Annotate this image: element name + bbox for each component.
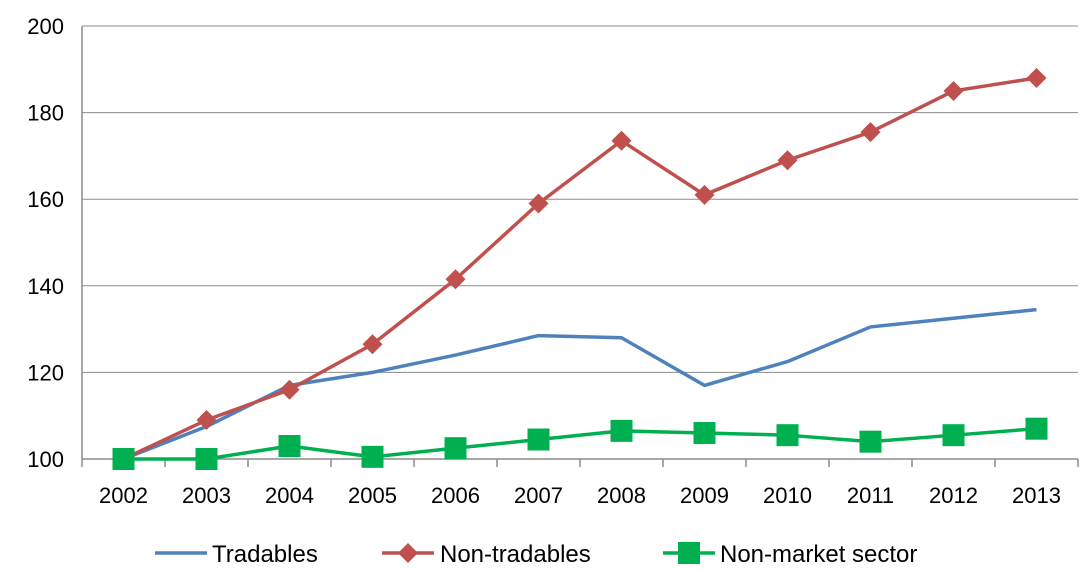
data-point (942, 424, 965, 447)
data-point (444, 437, 467, 460)
x-tick-label: 2009 (680, 483, 729, 508)
legend-item: Non-market sector (663, 541, 917, 568)
data-point (610, 419, 633, 442)
y-tick-label: 200 (27, 14, 64, 39)
data-point (943, 80, 964, 101)
x-tick-label: 2004 (265, 483, 314, 508)
y-tick-label: 100 (27, 447, 64, 472)
x-axis: 2002 2003 2004 2005 2006 2007 2008 2009 2010 2011… (81, 458, 1079, 508)
data-point (776, 424, 799, 447)
series-non-tradables (113, 67, 1047, 469)
data-point (860, 122, 881, 143)
data-point (1026, 67, 1047, 88)
legend: Tradables Non-tradables Non-market sector (155, 541, 917, 568)
data-point (694, 184, 715, 205)
legend-item: Tradables (155, 541, 318, 568)
y-tick-label: 160 (27, 187, 64, 212)
x-tick-label: 2003 (182, 483, 231, 508)
data-point (1025, 417, 1048, 440)
legend-item: Non-tradables (382, 541, 591, 568)
x-tick-label: 2011 (847, 483, 894, 508)
x-tick-label: 2006 (431, 483, 480, 508)
y-tick-label: 140 (27, 274, 64, 299)
series-line (123, 426, 1037, 461)
data-point (528, 193, 549, 214)
series-tradables (122, 307, 1037, 461)
data-point (859, 430, 882, 453)
series-line (122, 76, 1037, 461)
series-layer (112, 67, 1048, 470)
data-point (693, 422, 716, 445)
data-point (196, 410, 217, 431)
x-tick-label: 2012 (929, 483, 978, 508)
legend-swatch-marker (398, 543, 418, 563)
y-axis: 100 120 140 160 180 200 (27, 14, 83, 472)
x-tick-label: 2005 (348, 483, 397, 508)
data-point (278, 435, 301, 458)
y-tick-label: 120 (27, 360, 64, 385)
legend-label: Tradables (212, 541, 318, 568)
legend-label: Non-tradables (440, 541, 591, 568)
series-line (122, 307, 1037, 461)
data-point (362, 334, 383, 355)
data-point (777, 150, 798, 171)
x-tick-label: 2007 (514, 483, 563, 508)
data-point (445, 269, 466, 290)
y-tick-label: 180 (27, 101, 64, 126)
legend-label: Non-market sector (720, 541, 917, 568)
data-point (527, 428, 550, 451)
legend-swatch-marker (678, 542, 700, 564)
x-tick-label: 2008 (597, 483, 646, 508)
data-point (361, 445, 384, 468)
x-tick-label: 2010 (763, 483, 812, 508)
data-point (195, 448, 218, 470)
data-point (279, 379, 300, 400)
gridlines (82, 25, 1078, 460)
x-tick-label: 2013 (1012, 483, 1061, 508)
x-tick-label: 2002 (99, 483, 148, 508)
data-point (112, 448, 135, 470)
series-non-market-sector (112, 417, 1048, 470)
data-point (611, 130, 632, 151)
